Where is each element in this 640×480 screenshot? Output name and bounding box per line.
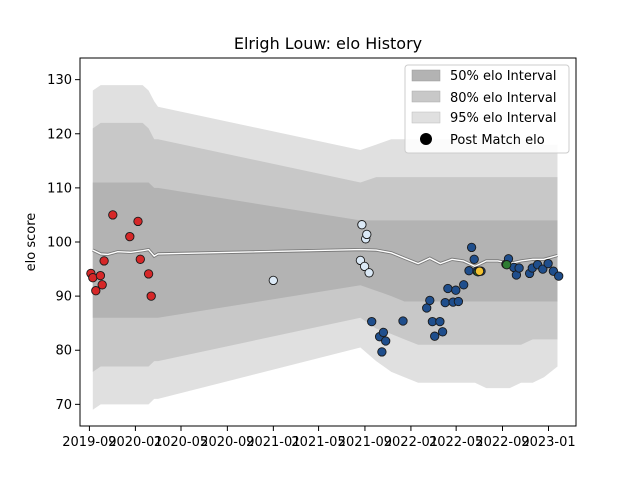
x-tick-label-2020-09: 2020-09 [200, 435, 254, 450]
data-point-s0-9 [135, 254, 145, 264]
legend-swatch-50 [411, 69, 441, 82]
data-point-s0-4 [97, 280, 107, 290]
data-point-s2-31 [538, 264, 548, 274]
legend-label-50: 50% elo Interval [450, 69, 557, 84]
data-point-s2-32 [543, 258, 553, 269]
data-point-s2-9 [430, 331, 440, 341]
x-tick-label-2021-05: 2021-05 [291, 435, 345, 450]
legend-swatch-80 [411, 90, 441, 103]
y-tick-label-130: 130 [47, 73, 72, 88]
data-point-s2-4 [381, 336, 391, 346]
y-tick-label-110: 110 [47, 181, 72, 196]
data-point-s2-11 [437, 327, 448, 337]
data-point-s0-10 [143, 269, 154, 279]
data-point-s2-12 [440, 297, 450, 308]
data-point-s0-7 [125, 231, 135, 242]
data-point-s2-19 [466, 242, 477, 253]
x-axis-ticks: 2019-092020-012020-052020-092021-012021-… [62, 426, 576, 450]
plot-area [86, 85, 564, 410]
data-point-s2-6 [422, 303, 432, 313]
data-point-s2-18 [464, 266, 474, 276]
x-tick-label-2019-09: 2019-09 [62, 435, 116, 450]
legend: 50% elo Interval 80% elo Interval 95% el… [404, 64, 570, 154]
y-tick-label-90: 90 [55, 290, 72, 305]
y-axis-label: elo score [24, 213, 39, 272]
data-point-s2-17 [459, 280, 469, 290]
data-point-s0-3 [95, 270, 106, 281]
chart-title: Elrigh Louw: elo History [234, 34, 422, 53]
data-point-s2-2 [377, 347, 387, 357]
legend-label-80: 80% elo Interval [450, 91, 557, 106]
data-point-s2-16 [453, 296, 464, 307]
data-point-s0-11 [146, 291, 156, 301]
data-point-s2-5 [398, 316, 408, 326]
data-point-s0-1 [88, 273, 98, 283]
data-point-s1-3 [359, 261, 370, 272]
legend-label-95: 95% elo Interval [450, 111, 557, 126]
y-axis-ticks: 70 80 90 100 110 120 130 [47, 73, 80, 413]
data-point-s3-1 [502, 260, 512, 270]
data-point-s2-15 [451, 285, 461, 295]
data-point-s0-2 [91, 286, 101, 296]
x-tick-label-2020-05: 2020-05 [154, 435, 208, 450]
data-point-s4-0 [474, 266, 485, 276]
data-point-s2-27 [514, 263, 524, 273]
data-point-s1-0 [268, 275, 278, 286]
y-tick-label-120: 120 [47, 127, 72, 142]
data-point-s2-3 [378, 327, 389, 338]
legend-marker-post-match [420, 133, 432, 145]
data-point-s0-5 [99, 256, 109, 266]
data-point-s1-5 [362, 229, 372, 240]
legend-label-post-match: Post Match elo [450, 133, 545, 148]
x-tick-label-2022-09: 2022-09 [475, 435, 529, 450]
x-tick-label-2023-01: 2023-01 [521, 435, 575, 450]
x-tick-label-2022-05: 2022-05 [429, 435, 483, 450]
x-tick-label-2020-01: 2020-01 [108, 435, 162, 450]
data-point-s0-8 [133, 216, 143, 227]
y-tick-label-80: 80 [55, 344, 72, 359]
data-point-s2-7 [425, 295, 435, 306]
legend-box [404, 64, 570, 154]
x-tick-label-2022-01: 2022-01 [384, 435, 438, 450]
x-tick-label-2021-01: 2021-01 [246, 435, 300, 450]
data-point-s2-34 [554, 271, 564, 281]
data-point-s0-6 [108, 210, 118, 220]
y-tick-label-70: 70 [55, 398, 72, 413]
data-point-s1-6 [364, 268, 374, 278]
data-point-s2-10 [435, 316, 445, 327]
x-tick-label-2021-09: 2021-09 [338, 435, 392, 450]
data-point-s1-2 [357, 220, 367, 230]
data-point-s2-13 [443, 283, 453, 294]
data-point-s2-20 [469, 254, 479, 264]
y-tick-label-100: 100 [47, 236, 72, 251]
legend-swatch-95 [411, 111, 441, 124]
data-point-s2-0 [367, 316, 377, 327]
post-match-points [86, 210, 564, 357]
